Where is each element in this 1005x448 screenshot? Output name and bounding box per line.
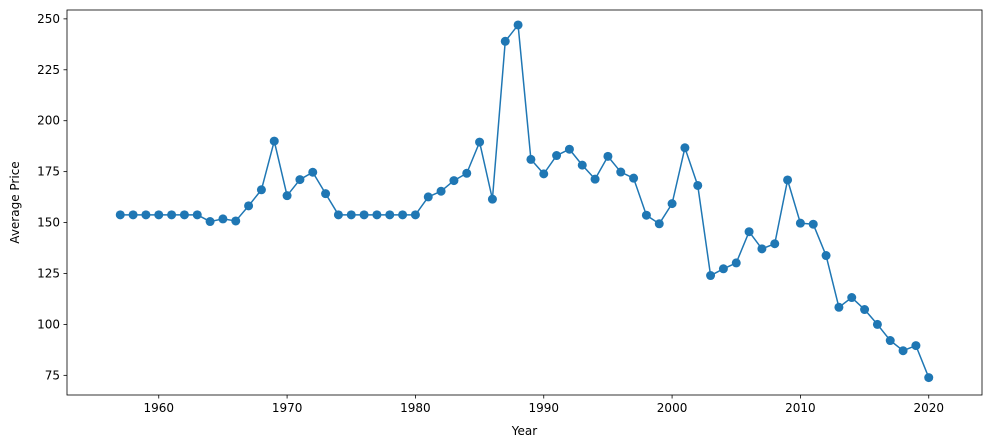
y-tick-label: 150 xyxy=(37,216,60,230)
data-point xyxy=(834,302,844,312)
data-point xyxy=(731,258,741,268)
data-point xyxy=(577,160,587,170)
data-point xyxy=(141,210,151,220)
series-layer xyxy=(115,20,934,383)
data-point xyxy=(783,175,793,185)
x-tick-label: 2020 xyxy=(913,401,944,415)
data-point xyxy=(398,210,408,220)
data-point xyxy=(680,143,690,153)
data-point xyxy=(847,293,857,303)
data-point xyxy=(706,271,716,281)
y-tick-label: 75 xyxy=(45,368,60,382)
data-point xyxy=(526,154,536,164)
data-point xyxy=(693,180,703,190)
series-line xyxy=(120,24,930,378)
data-point xyxy=(179,210,189,220)
data-point xyxy=(757,244,767,254)
data-point xyxy=(295,175,305,185)
data-point xyxy=(321,189,331,199)
data-point xyxy=(256,185,266,195)
data-point xyxy=(795,218,805,228)
data-point xyxy=(449,176,459,186)
x-tick-label: 1990 xyxy=(528,401,559,415)
data-point xyxy=(885,336,895,346)
data-point xyxy=(770,239,780,249)
x-tick-label: 1960 xyxy=(143,401,174,415)
y-axis: 75 100 125 150 175 200 225 250 xyxy=(37,12,67,382)
data-point xyxy=(154,210,164,220)
data-point xyxy=(616,167,626,177)
data-point xyxy=(346,210,356,220)
data-point xyxy=(590,174,600,184)
data-point xyxy=(167,210,177,220)
data-point xyxy=(308,167,318,177)
data-point xyxy=(808,219,818,229)
data-point xyxy=(539,169,549,179)
y-axis-label: Average Price xyxy=(8,161,22,243)
data-point xyxy=(462,168,472,178)
x-axis: 1960 1970 1980 1990 2000 2010 2020 xyxy=(143,395,944,415)
data-point xyxy=(898,346,908,356)
data-point xyxy=(372,210,382,220)
data-point xyxy=(641,210,651,220)
data-point xyxy=(128,210,138,220)
x-tick-label: 2010 xyxy=(785,401,816,415)
x-tick-label: 2000 xyxy=(657,401,688,415)
data-point xyxy=(410,210,420,220)
data-point xyxy=(744,227,754,237)
x-tick-label: 1970 xyxy=(272,401,303,415)
y-tick-label: 200 xyxy=(37,114,60,128)
y-tick-label: 175 xyxy=(37,165,60,179)
data-point xyxy=(115,210,125,220)
y-tick-label: 250 xyxy=(37,12,60,26)
data-point xyxy=(333,210,343,220)
data-point xyxy=(821,251,831,261)
data-point xyxy=(231,216,241,226)
data-point xyxy=(244,201,254,211)
y-tick-label: 125 xyxy=(37,266,60,280)
data-point xyxy=(654,219,664,229)
data-point xyxy=(500,36,510,46)
data-point xyxy=(718,264,728,274)
data-point xyxy=(629,173,639,183)
y-tick-label: 225 xyxy=(37,63,60,77)
data-point xyxy=(385,210,395,220)
data-point xyxy=(513,20,523,30)
data-point xyxy=(860,305,870,315)
data-point xyxy=(192,210,202,220)
data-point xyxy=(603,151,613,161)
data-point xyxy=(475,137,485,147)
y-tick-label: 100 xyxy=(37,317,60,331)
data-point xyxy=(487,194,497,204)
data-point xyxy=(667,199,677,209)
x-axis-label: Year xyxy=(511,424,537,438)
data-point xyxy=(911,341,921,351)
data-point xyxy=(872,319,882,329)
data-point xyxy=(423,192,433,202)
data-point xyxy=(218,214,228,224)
x-tick-label: 1980 xyxy=(400,401,431,415)
data-point xyxy=(282,191,292,201)
data-point xyxy=(552,151,562,161)
plot-area-frame xyxy=(66,9,983,396)
data-point xyxy=(359,210,369,220)
data-point xyxy=(205,217,215,227)
data-point xyxy=(269,136,279,146)
data-point xyxy=(564,144,574,154)
data-point xyxy=(924,373,934,383)
data-point xyxy=(436,186,446,196)
